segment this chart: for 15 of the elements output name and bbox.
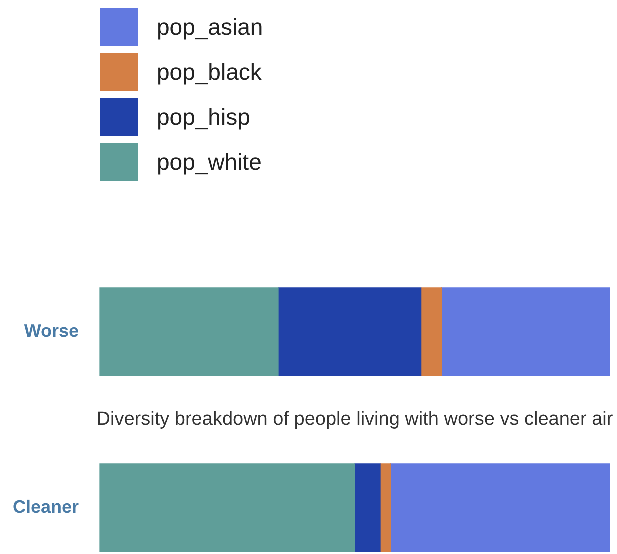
bar [354,464,381,552]
y-tick-label: Cleaner [12,496,79,517]
bar [100,464,356,552]
legend-label: pop_hisp [157,104,250,130]
bar [420,288,442,376]
annotation: Diversity breakdown of people living with worse vs cleaner air [96,409,614,430]
bar [278,288,422,376]
bar [380,464,392,552]
legend-label: pop_black [157,59,262,85]
bar [390,464,610,552]
legend-label: pop_white [157,149,262,175]
legend-label: pop_asian [157,14,264,40]
bar [100,288,279,376]
y-tick-label: Worse [24,320,79,341]
bar [441,288,610,376]
